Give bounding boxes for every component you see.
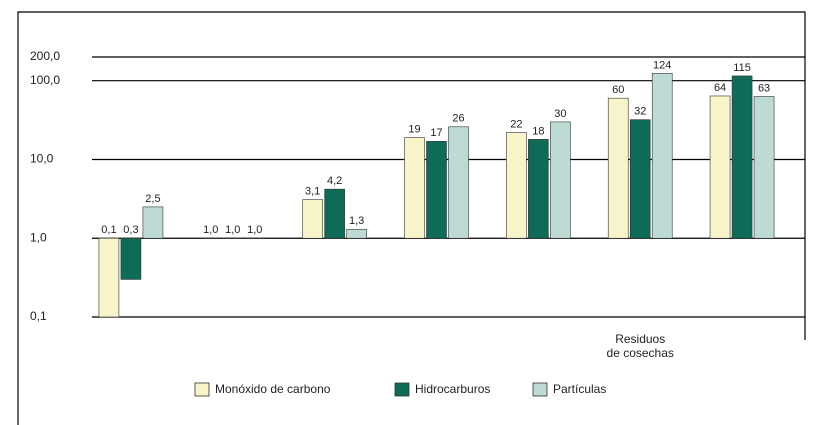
value-label: 1,3 xyxy=(349,215,364,227)
bar xyxy=(120,237,142,280)
bar xyxy=(753,96,775,239)
value-label: 1,0 xyxy=(225,224,240,236)
bar xyxy=(346,228,367,239)
legend-label: Partículas xyxy=(553,382,606,396)
bar xyxy=(709,95,731,239)
value-label: 17 xyxy=(430,127,442,139)
value-label: 30 xyxy=(554,108,566,120)
value-label: 63 xyxy=(758,82,770,94)
bar xyxy=(629,119,651,239)
value-label: 4,2 xyxy=(327,175,342,187)
legend-swatch xyxy=(532,382,548,397)
bar xyxy=(426,141,447,239)
frame xyxy=(17,11,806,425)
legend-swatch xyxy=(194,382,210,397)
bar xyxy=(731,75,753,239)
value-label: 124 xyxy=(653,59,671,71)
bar xyxy=(651,73,673,239)
x-tick-line: de cosechas xyxy=(607,346,674,360)
bar xyxy=(404,137,425,239)
bar xyxy=(98,237,120,318)
value-label: 0,1 xyxy=(101,224,116,236)
value-label: 1,0 xyxy=(203,224,218,236)
y-tick-label: 0,1 xyxy=(30,309,47,323)
value-label: 2,5 xyxy=(145,193,160,205)
value-label: 60 xyxy=(612,84,624,96)
x-tick-label: Residuos de cosechas xyxy=(607,332,674,360)
value-label: 64 xyxy=(714,82,726,94)
y-tick-label: 100,0 xyxy=(30,73,60,87)
bar xyxy=(142,206,164,239)
value-label: 32 xyxy=(634,106,646,118)
bar xyxy=(324,188,345,239)
value-label: 0,3 xyxy=(123,224,138,236)
y-tick-label: 1,0 xyxy=(30,230,47,244)
x-tick-line: Residuos xyxy=(615,332,665,346)
value-label: 3,1 xyxy=(305,185,320,197)
value-label: 22 xyxy=(510,118,522,130)
legend-label: Monóxido de carbono xyxy=(215,382,331,396)
bar xyxy=(607,97,629,239)
bar xyxy=(302,199,323,239)
bar xyxy=(448,126,469,239)
legend-label: Hidrocarburos xyxy=(415,382,490,396)
bar xyxy=(528,139,549,239)
value-label: 1,0 xyxy=(247,224,262,236)
y-tick-label: 200,0 xyxy=(30,49,60,63)
value-label: 26 xyxy=(452,113,464,125)
value-label: 19 xyxy=(408,123,420,135)
bar xyxy=(550,121,571,239)
legend-swatch xyxy=(394,382,410,397)
value-label: 115 xyxy=(733,62,751,74)
value-label: 18 xyxy=(532,125,544,137)
bar xyxy=(506,132,527,239)
y-tick-label: 10,0 xyxy=(30,152,54,166)
